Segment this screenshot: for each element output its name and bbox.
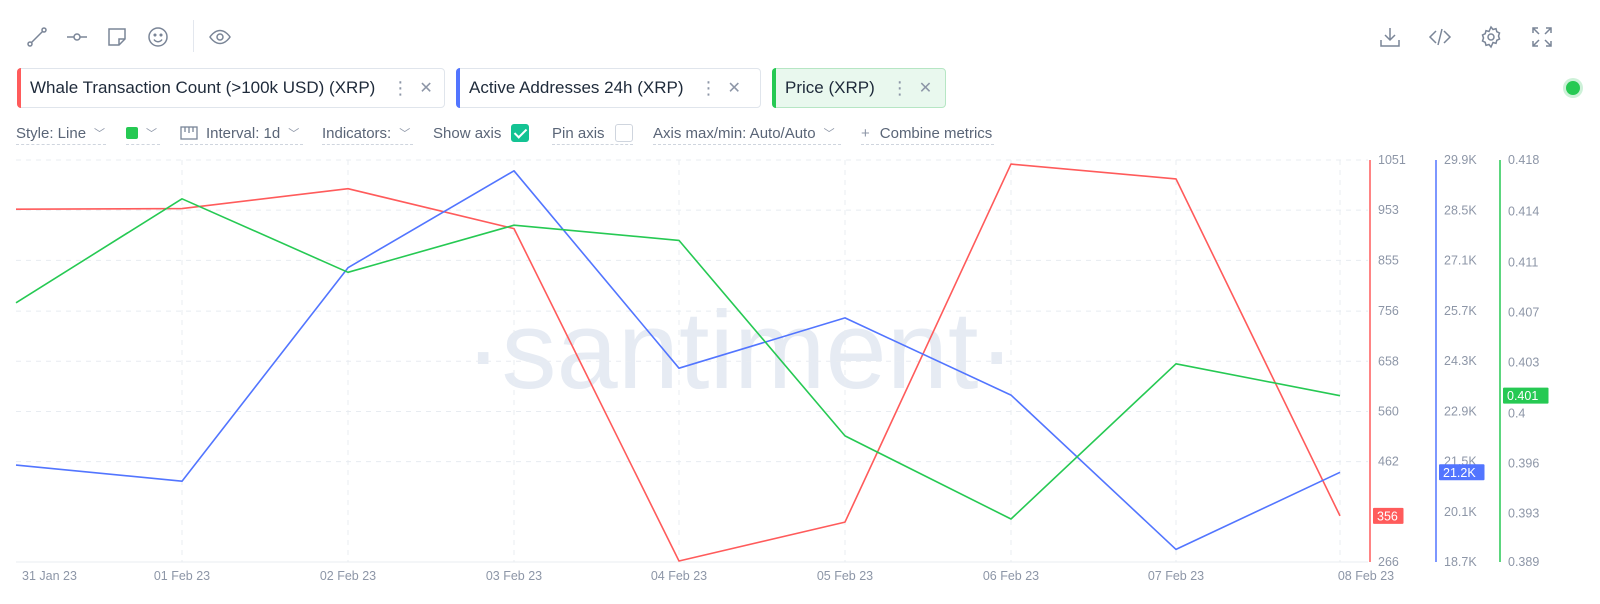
- metric-chip-price[interactable]: Price (XRP) ⋮ ✕: [772, 68, 946, 108]
- line-chart[interactable]: ·santiment·31 Jan 23 01 Feb 23 02 Feb 23 03…: [0, 150, 1600, 604]
- y-tick-label: 953: [1378, 203, 1399, 217]
- y-tick-label: 0.411: [1508, 256, 1538, 270]
- color-picker[interactable]: ﹀: [126, 122, 160, 145]
- y-tick-label: 1051: [1378, 153, 1406, 167]
- style-dropdown[interactable]: Style: Line ﹀: [16, 122, 106, 145]
- pin-axis-label: Pin axis: [552, 124, 605, 142]
- indicators-dropdown[interactable]: Indicators: ﹀: [322, 122, 413, 145]
- y-tick-label: 25.7K: [1444, 304, 1477, 318]
- y-tick-label: 29.9K: [1444, 153, 1477, 167]
- y-tick-label: 756: [1378, 304, 1399, 318]
- x-tick-label: 02 Feb 23: [320, 569, 376, 583]
- axis-maxmin-label: Axis max/min: Auto/Auto: [653, 124, 816, 142]
- color-swatch: [126, 127, 138, 139]
- x-tick-label: 31 Jan 23: [22, 569, 77, 583]
- emoji-icon[interactable]: [143, 22, 173, 52]
- series-line: [15, 169, 1341, 551]
- y-tick-label: 0.389: [1508, 555, 1539, 569]
- y-tick-label: 0.414: [1508, 204, 1539, 218]
- y-tick-label: 0.418: [1508, 153, 1539, 167]
- download-icon[interactable]: [1375, 22, 1405, 52]
- show-axis-label: Show axis: [433, 124, 502, 142]
- pin-axis-toggle[interactable]: Pin axis: [552, 122, 633, 145]
- close-icon[interactable]: ✕: [419, 80, 433, 97]
- combine-metrics-button[interactable]: + Combine metrics: [861, 122, 994, 145]
- toolbar-separator: [193, 20, 194, 52]
- chart-controls: Style: Line ﹀ ﹀ Interval: 1d ﹀ Indicators:…: [0, 118, 1600, 146]
- last-value-badge: [1373, 507, 1404, 524]
- y-tick-label: 27.1K: [1444, 254, 1477, 268]
- chevron-down-icon: ﹀: [823, 128, 835, 140]
- last-value-badge: [1503, 387, 1549, 404]
- y-tick-label: 0.403: [1508, 355, 1539, 369]
- combine-metrics-label: Combine metrics: [879, 124, 993, 142]
- last-value-badge: [1439, 464, 1485, 481]
- plus-icon: +: [861, 124, 870, 142]
- last-value-label: 356: [1377, 509, 1398, 523]
- show-axis-toggle[interactable]: Show axis: [433, 122, 532, 144]
- ruler-icon: [180, 126, 198, 140]
- y-tick-label: 0.396: [1508, 457, 1539, 471]
- y-tick-label: 658: [1378, 354, 1399, 368]
- embed-code-icon[interactable]: [1425, 22, 1455, 52]
- y-tick-label: 22.9K: [1444, 404, 1477, 418]
- y-tick-label: 28.5K: [1444, 203, 1477, 217]
- eye-icon[interactable]: [205, 22, 235, 52]
- axis-maxmin-dropdown[interactable]: Axis max/min: Auto/Auto ﹀: [653, 122, 841, 145]
- interval-label: Interval: 1d: [206, 124, 281, 142]
- y-tick-label: 0.393: [1508, 506, 1539, 520]
- y-tick-label: 0.4: [1508, 407, 1525, 421]
- style-label: Style: Line: [16, 124, 87, 142]
- metric-color-bar: [772, 68, 776, 108]
- note-icon[interactable]: [102, 22, 132, 52]
- live-status-indicator: [1566, 81, 1580, 95]
- metric-chip-whale-transactions[interactable]: Whale Transaction Count (>100k USD) (XRP…: [17, 68, 445, 108]
- y-tick-label: 18.7K: [1444, 555, 1477, 569]
- chevron-down-icon: ﹀: [146, 128, 157, 140]
- pin-axis-checkbox[interactable]: [614, 124, 633, 142]
- y-tick-label: 24.3K: [1444, 354, 1477, 368]
- settings-icon[interactable]: [1476, 22, 1506, 52]
- x-tick-label: 01 Feb 23: [154, 569, 210, 583]
- horizontal-line-icon[interactable]: [62, 22, 92, 52]
- x-tick-label: 08 Feb 23: [1338, 569, 1394, 583]
- show-axis-checkbox[interactable]: [511, 124, 530, 142]
- line-draw-icon[interactable]: [22, 22, 52, 52]
- x-tick-label: 03 Feb 23: [486, 569, 542, 583]
- last-value-label: 21.2K: [1443, 466, 1476, 480]
- series-line: [15, 197, 1341, 520]
- more-options-icon[interactable]: ⋮: [890, 77, 909, 98]
- fullscreen-icon[interactable]: [1527, 22, 1557, 52]
- x-tick-label: 04 Feb 23: [651, 569, 707, 583]
- y-tick-label: 855: [1378, 253, 1399, 267]
- x-tick-label: 07 Feb 23: [1148, 569, 1204, 583]
- y-tick-label: 266: [1378, 555, 1399, 569]
- indicators-label: Indicators:: [322, 124, 392, 142]
- last-value-label: 0.401: [1507, 389, 1538, 403]
- metric-chip-active-addresses[interactable]: Active Addresses 24h (XRP) ⋮ ✕: [456, 68, 761, 108]
- chart-toolbar: [0, 0, 1600, 64]
- metric-label: Whale Transaction Count (>100k USD) (XRP…: [30, 78, 376, 97]
- series-line: [15, 163, 1341, 562]
- close-icon[interactable]: ✕: [727, 80, 741, 97]
- more-options-icon[interactable]: ⋮: [699, 77, 718, 98]
- x-tick-label: 05 Feb 23: [817, 569, 873, 583]
- metric-label: Price (XRP): [785, 78, 875, 97]
- more-options-icon[interactable]: ⋮: [391, 77, 410, 98]
- chevron-down-icon: ﹀: [399, 128, 411, 140]
- y-tick-label: 462: [1378, 455, 1399, 469]
- y-tick-label: 0.407: [1508, 305, 1539, 319]
- chevron-down-icon: ﹀: [288, 128, 300, 140]
- metric-color-bar: [17, 68, 21, 108]
- metric-label: Active Addresses 24h (XRP): [469, 78, 684, 97]
- metric-color-bar: [456, 68, 460, 108]
- y-tick-label: 560: [1378, 404, 1399, 418]
- chevron-down-icon: ﹀: [94, 128, 106, 140]
- y-tick-label: 20.1K: [1444, 505, 1477, 519]
- interval-dropdown[interactable]: Interval: 1d ﹀: [180, 122, 303, 145]
- close-icon[interactable]: ✕: [918, 80, 933, 97]
- x-tick-label: 06 Feb 23: [983, 569, 1039, 583]
